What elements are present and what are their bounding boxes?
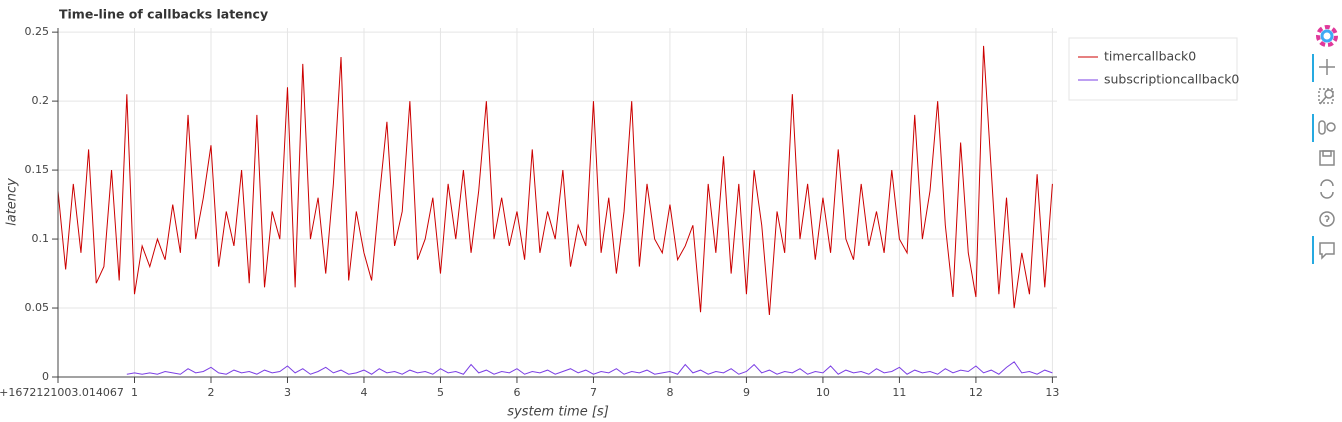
series-line [57,45,1053,315]
box-zoom-tool[interactable] [1318,88,1334,105]
y-axis-label: latency [5,178,20,226]
lines [57,45,1053,375]
pan-tool[interactable] [1319,59,1335,75]
axes: 00.050.10.150.20.250+1672121003.014067 1 2… [0,25,1059,399]
reset-tool[interactable] [1320,179,1334,199]
legend: timercallback0 subscriptioncallback0 [1068,37,1239,101]
x-tick-label: 12 [969,386,983,399]
help-tool[interactable] [1319,211,1335,227]
x-tick-label: 13 [1045,386,1059,399]
wheel-zoom-tool[interactable] [1318,120,1336,135]
x-tick-label: 2 [207,386,214,399]
save-tool[interactable] [1319,150,1335,166]
y-tick-label: 0.1 [32,232,50,245]
y-tick-label: 0.05 [25,301,50,314]
chart-title: Time-line of callbacks latency [59,7,268,22]
bokeh-logo[interactable] [1316,25,1338,47]
series-line [126,361,1053,375]
legend-label: subscriptioncallback0 [1104,72,1239,87]
x-tick-label: 9 [743,386,750,399]
y-tick-label: 0.25 [25,25,50,38]
active-indicator [1312,54,1314,82]
x-tick-label: 11 [892,386,906,399]
x-tick-label: 5 [437,386,444,399]
legend-label: timercallback0 [1104,49,1196,64]
x-tick-label: 3 [284,386,291,399]
y-tick-label: 0 [42,370,49,383]
y-tick-label: 0.15 [25,163,50,176]
x-tick-label: 10 [816,386,830,399]
x-tick-label: 4 [360,386,367,399]
x-tick-label: 0+1672121003.014067 [0,386,124,399]
toolbar [1312,25,1338,264]
y-tick-label: 0.2 [32,94,50,107]
x-tick-label: 7 [590,386,597,399]
x-axis-label: system time [s] [507,405,609,420]
legend-box [1068,37,1238,101]
hover-tool[interactable] [1319,242,1335,260]
x-tick-label: 6 [513,386,520,399]
logo-core [1320,29,1334,43]
grid [57,28,1057,378]
x-tick-label: 8 [666,386,673,399]
active-indicator [1312,236,1314,264]
active-indicator [1312,114,1314,142]
logo-ring [1316,25,1338,47]
x-tick-label: 1 [131,386,138,399]
